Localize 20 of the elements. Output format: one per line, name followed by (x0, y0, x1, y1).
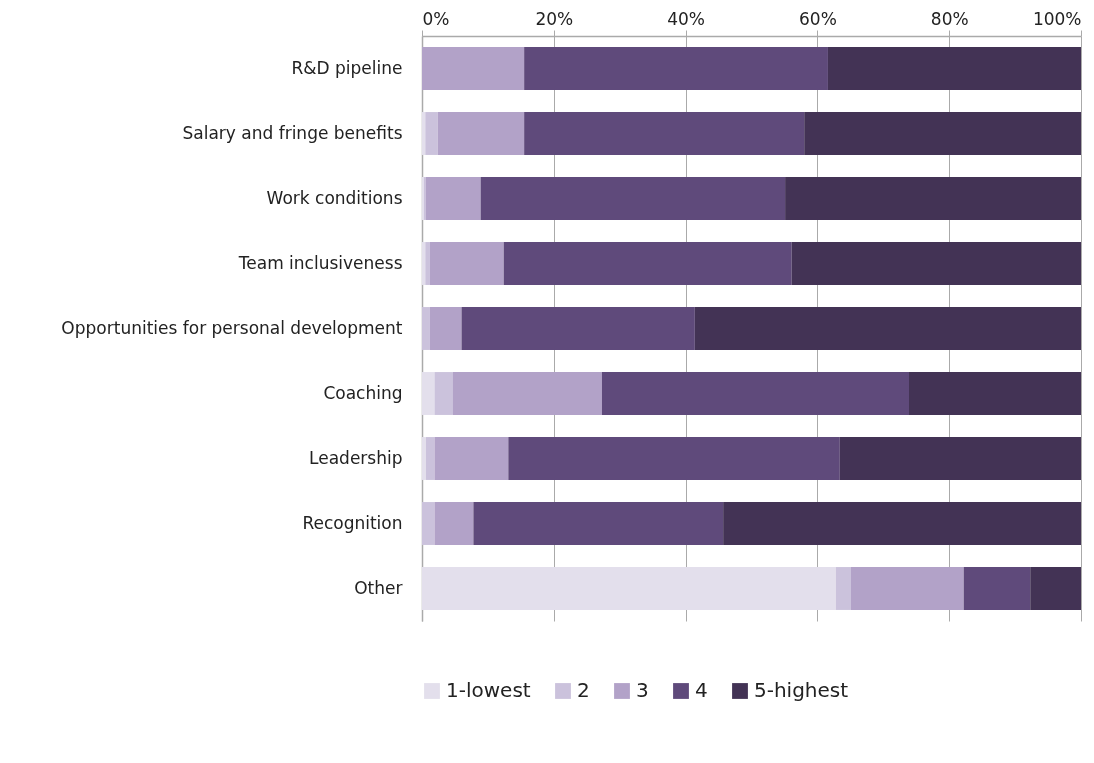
y-tick-label: Salary and fringe benefits (182, 122, 403, 143)
y-tick-label: Work conditions (266, 187, 403, 208)
y-tick-label: Coaching (323, 382, 403, 403)
x-tick-label: 80% (930, 8, 969, 29)
legend-label: 2 (577, 678, 590, 702)
x-tick-label: 0% (422, 8, 450, 29)
legend-label: 1-lowest (446, 678, 531, 702)
legend-label: 5-highest (754, 678, 849, 702)
legend-label: 4 (695, 678, 708, 702)
y-tick-label: R&D pipeline (291, 57, 403, 78)
y-tick-label: Team inclusiveness (237, 252, 403, 273)
x-tick-label: 20% (535, 8, 574, 29)
y-tick-label: Leadership (309, 447, 403, 468)
y-tick-label: Recognition (302, 512, 403, 533)
y-tick-label: Other (354, 577, 403, 598)
y-tick-label: Opportunities for personal development (61, 317, 403, 338)
x-tick-label: 100% (1032, 8, 1082, 29)
x-tick-label: 60% (799, 8, 837, 29)
x-tick-label: 40% (667, 8, 705, 29)
legend-label: 3 (636, 678, 649, 702)
